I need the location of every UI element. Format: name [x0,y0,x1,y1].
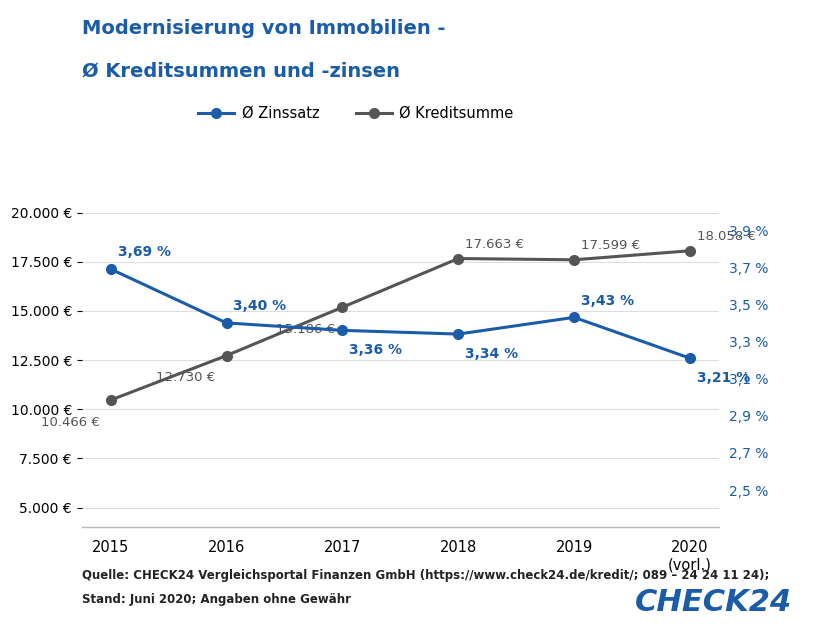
Text: 15.186 €: 15.186 € [276,323,336,336]
Text: 17.599 €: 17.599 € [581,239,641,253]
Text: Ø Kreditsummen und -zinsen: Ø Kreditsummen und -zinsen [82,61,400,80]
Text: CHECK24: CHECK24 [636,588,792,617]
Text: 3,34 %: 3,34 % [465,347,518,361]
Text: 3,43 %: 3,43 % [581,294,634,308]
Text: 3,21 %: 3,21 % [697,370,750,385]
Text: 3,40 %: 3,40 % [234,299,287,313]
Text: Modernisierung von Immobilien -: Modernisierung von Immobilien - [82,19,445,39]
Text: 3,36 %: 3,36 % [350,343,402,357]
Legend: Ø Zinssatz, Ø Kreditsumme: Ø Zinssatz, Ø Kreditsumme [192,100,520,127]
Text: Quelle: CHECK24 Vergleichsportal Finanzen GmbH (https://www.check24.de/kredit/; : Quelle: CHECK24 Vergleichsportal Finanze… [82,569,769,582]
Text: 18.058 €: 18.058 € [697,230,756,243]
Text: 10.466 €: 10.466 € [41,416,100,429]
Text: 17.663 €: 17.663 € [465,238,525,251]
Text: Stand: Juni 2020; Angaben ohne Gewähr: Stand: Juni 2020; Angaben ohne Gewähr [82,593,350,606]
Text: 3,69 %: 3,69 % [118,246,171,259]
Text: 12.730 €: 12.730 € [156,371,216,385]
